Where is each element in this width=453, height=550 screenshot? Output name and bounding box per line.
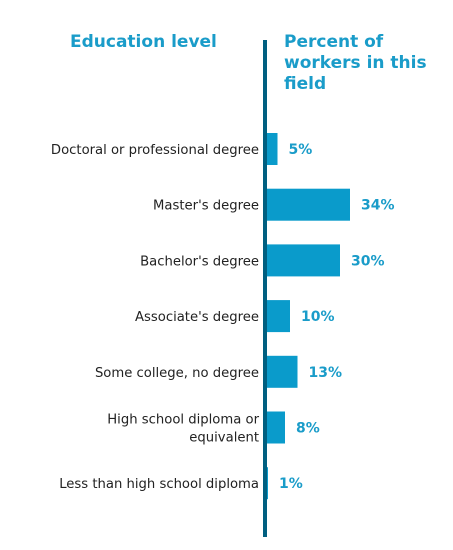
- value-header: Percent of workers in this field: [284, 32, 427, 94]
- bar-2: [265, 244, 340, 277]
- category-label-2: Bachelor's degree: [140, 254, 259, 269]
- value-label-0: 5%: [289, 142, 313, 158]
- bar-0: [265, 133, 278, 165]
- value-label-1: 34%: [361, 198, 395, 214]
- bar-1: [265, 188, 350, 221]
- category-label-5-line-0: High school diploma or: [107, 413, 259, 428]
- bar-5: [265, 411, 285, 444]
- value-label-5: 8%: [296, 421, 320, 437]
- bar-4: [265, 355, 298, 388]
- category-label-6: Less than high school diploma: [59, 477, 259, 492]
- value-label-4: 13%: [309, 365, 343, 381]
- value-label-2: 30%: [351, 253, 385, 269]
- category-label-1: Master's degree: [153, 199, 259, 214]
- category-label-3: Associate's degree: [135, 310, 259, 325]
- category-header: Education level: [70, 32, 217, 52]
- category-label-0: Doctoral or professional degree: [51, 143, 259, 158]
- value-label-6: 1%: [279, 476, 303, 492]
- bar-3: [265, 300, 290, 333]
- value-label-3: 10%: [301, 309, 335, 325]
- category-label-4: Some college, no degree: [95, 366, 259, 381]
- category-label-5-line-1: equivalent: [189, 431, 259, 446]
